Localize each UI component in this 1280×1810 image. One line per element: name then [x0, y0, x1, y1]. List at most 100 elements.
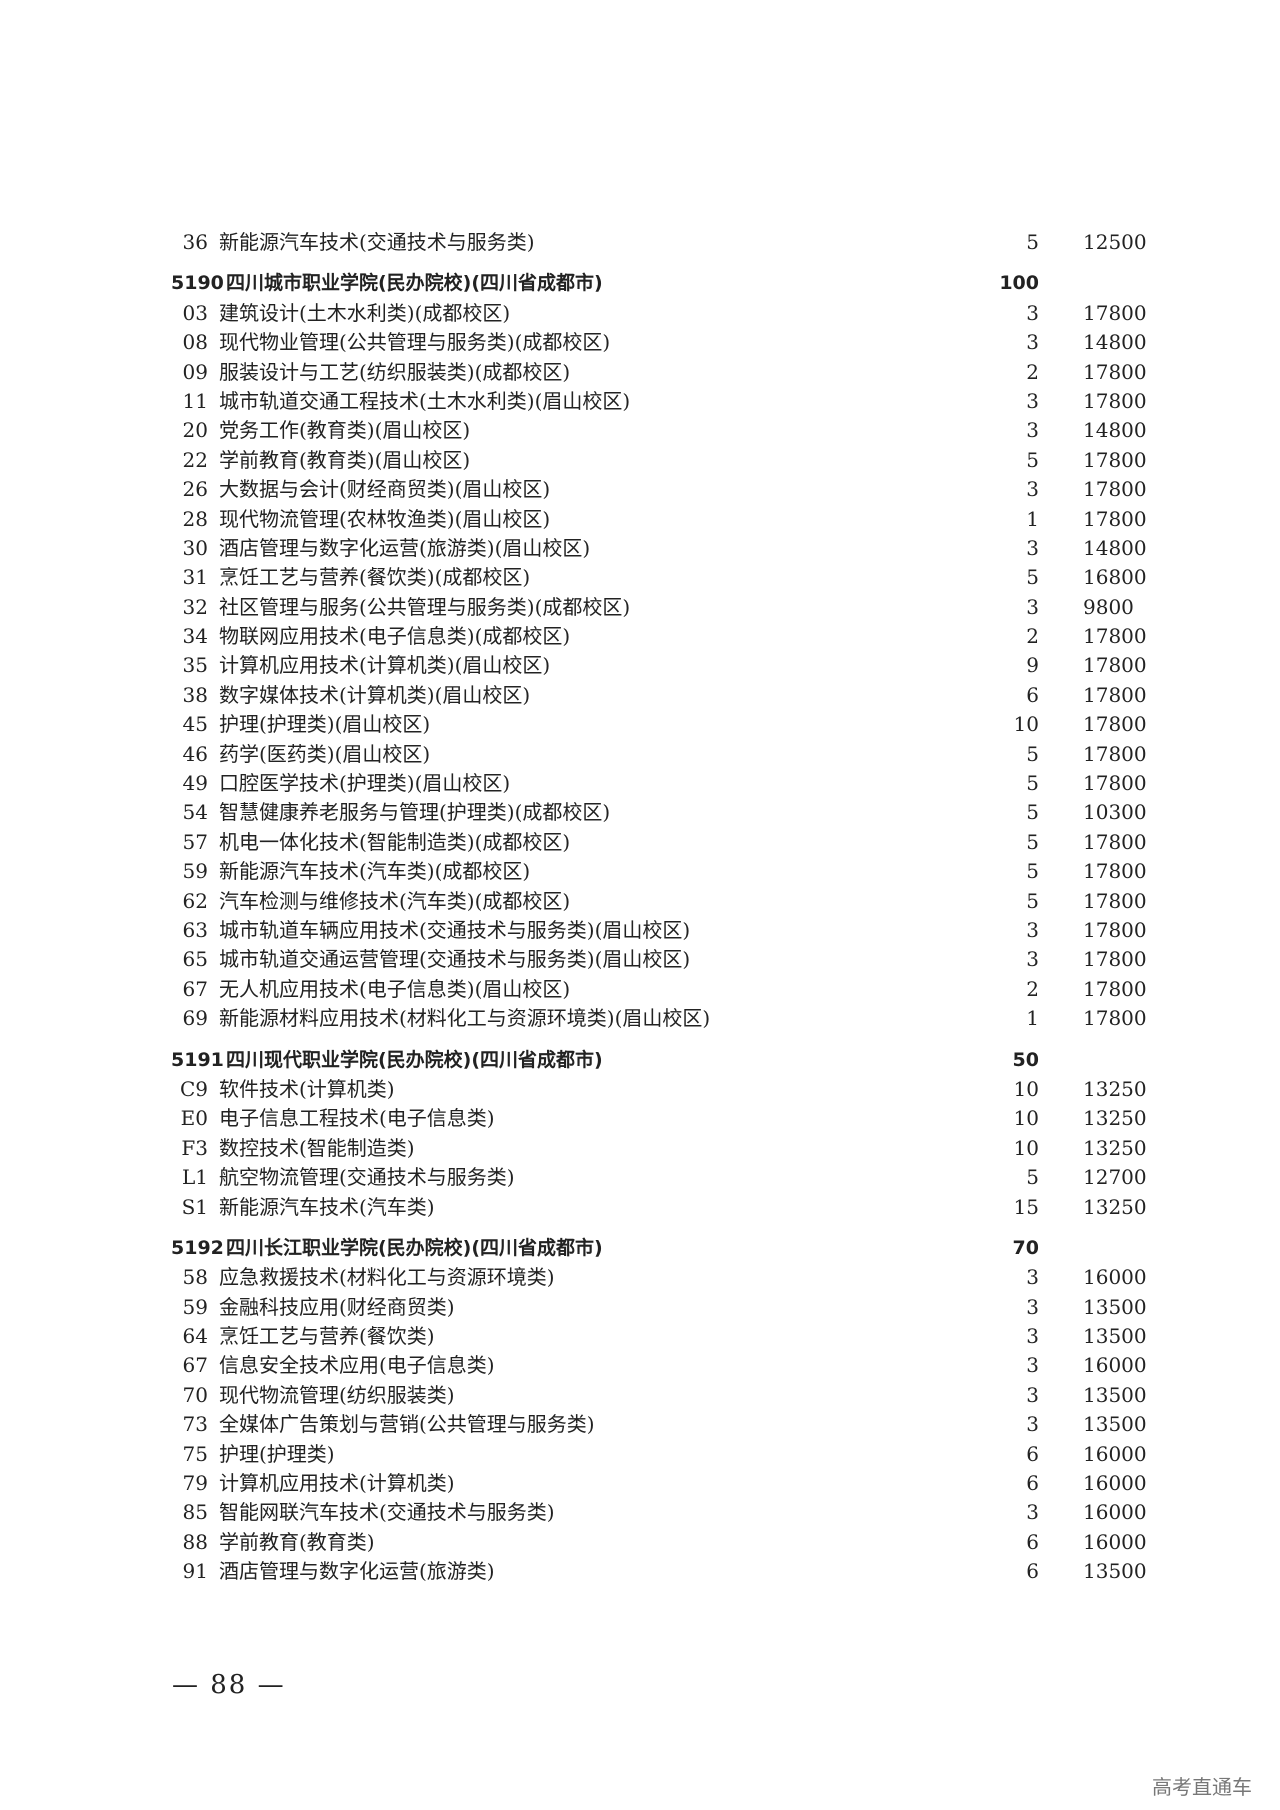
major-code: 03	[182, 300, 208, 325]
major-code: 45	[182, 712, 208, 737]
plan-count: 3	[1026, 594, 1039, 619]
plan-count: 2	[1026, 976, 1039, 1001]
plan-count: 9	[1026, 653, 1039, 678]
major-code: 09	[182, 359, 208, 384]
major-code: 36	[182, 230, 208, 254]
major-row: 59 新能源汽车技术(汽车类)(成都校区) 5 17800	[0, 857, 1280, 886]
major-code: 32	[182, 594, 208, 619]
tuition-fee: 13500	[1083, 1382, 1147, 1407]
plan-count: 3	[1026, 1500, 1039, 1525]
plan-count: 15	[1013, 1194, 1039, 1219]
major-name: 护理(护理类)	[219, 1441, 335, 1466]
page-number: — 88 —	[172, 1670, 286, 1700]
plan-count: 6	[1026, 1441, 1039, 1466]
tuition-fee: 16000	[1083, 1441, 1147, 1466]
plan-count: 3	[1026, 1382, 1039, 1407]
plan-count: 1	[1026, 506, 1039, 531]
major-code: 75	[182, 1441, 208, 1466]
major-code: E0	[180, 1106, 208, 1131]
major-code: 65	[182, 947, 208, 972]
plan-count: 2	[1026, 624, 1039, 649]
major-name: 服装设计与工艺(纺织服装类)(成都校区)	[219, 359, 571, 384]
major-code: 88	[182, 1529, 208, 1554]
major-row: 20 党务工作(教育类)(眉山校区) 3 14800	[0, 416, 1280, 445]
major-name: 软件技术(计算机类)	[219, 1076, 395, 1101]
major-code: 62	[182, 888, 208, 913]
major-code: 67	[182, 1353, 208, 1378]
school-name: 四川城市职业学院(民办院校)(四川省成都市)	[226, 272, 603, 295]
school-plan-count: 70	[1012, 1236, 1039, 1259]
major-name: 烹饪工艺与营养(餐饮类)(成都校区)	[219, 565, 531, 590]
major-code: 73	[182, 1412, 208, 1437]
major-name: 新能源汽车技术(交通技术与服务类)	[219, 230, 535, 254]
tuition-fee: 14800	[1083, 330, 1147, 355]
major-row: F3 数控技术(智能制造类) 10 13250	[0, 1134, 1280, 1163]
enrollment-list: 36 新能源汽车技术(交通技术与服务类) 5 12500 5190 四川城市职业学院(民办…	[0, 228, 1280, 1587]
plan-count: 1	[1026, 1006, 1039, 1031]
major-row: 36 新能源汽车技术(交通技术与服务类) 5 12500	[0, 228, 1280, 257]
tuition-fee: 16000	[1083, 1265, 1147, 1290]
major-code: 63	[182, 917, 208, 942]
major-row: 67 信息安全技术应用(电子信息类) 3 16000	[0, 1351, 1280, 1380]
major-name: 护理(护理类)(眉山校区)	[219, 712, 431, 737]
major-row: 03 建筑设计(土木水利类)(成都校区) 3 17800	[0, 299, 1280, 328]
major-name: 新能源材料应用技术(材料化工与资源环境类)(眉山校区)	[219, 1006, 711, 1031]
tuition-fee: 17800	[1083, 653, 1147, 678]
plan-count: 3	[1026, 947, 1039, 972]
tuition-fee: 13250	[1083, 1076, 1147, 1101]
major-name: 机电一体化技术(智能制造类)(成都校区)	[219, 829, 571, 854]
major-row: 63 城市轨道车辆应用技术(交通技术与服务类)(眉山校区) 3 17800	[0, 916, 1280, 945]
major-name: 城市轨道车辆应用技术(交通技术与服务类)(眉山校区)	[219, 917, 691, 942]
major-code: 59	[182, 1294, 208, 1319]
major-row: 64 烹饪工艺与营养(餐饮类) 3 13500	[0, 1322, 1280, 1351]
tuition-fee: 17800	[1083, 976, 1147, 1001]
plan-count: 3	[1026, 1294, 1039, 1319]
plan-count: 3	[1026, 1353, 1039, 1378]
major-row: 49 口腔医学技术(护理类)(眉山校区) 5 17800	[0, 769, 1280, 798]
major-code: 57	[182, 829, 208, 854]
plan-count: 3	[1026, 418, 1039, 443]
plan-count: 3	[1026, 330, 1039, 355]
school-plan-count: 100	[999, 272, 1039, 295]
tuition-fee: 16800	[1083, 565, 1147, 590]
major-row: S1 新能源汽车技术(汽车类) 15 13250	[0, 1193, 1280, 1222]
major-row: 57 机电一体化技术(智能制造类)(成都校区) 5 17800	[0, 828, 1280, 857]
major-code: 26	[182, 477, 208, 502]
tuition-fee: 17800	[1083, 712, 1147, 737]
plan-count: 5	[1026, 565, 1039, 590]
plan-count: 5	[1026, 741, 1039, 766]
plan-count: 2	[1026, 359, 1039, 384]
plan-count: 10	[1013, 712, 1039, 737]
major-row: 11 城市轨道交通工程技术(土木水利类)(眉山校区) 3 17800	[0, 387, 1280, 416]
major-code: 11	[182, 388, 208, 413]
major-name: 计算机应用技术(计算机类)	[219, 1471, 455, 1496]
major-code: 22	[182, 447, 208, 472]
major-name: 智慧健康养老服务与管理(护理类)(成都校区)	[219, 800, 611, 825]
plan-count: 6	[1026, 1559, 1039, 1584]
tuition-fee: 17800	[1083, 917, 1147, 942]
major-row: 85 智能网联汽车技术(交通技术与服务类) 3 16000	[0, 1498, 1280, 1527]
major-row: L1 航空物流管理(交通技术与服务类) 5 12700	[0, 1163, 1280, 1192]
major-row: C9 软件技术(计算机类) 10 13250	[0, 1075, 1280, 1104]
major-name: 数字媒体技术(计算机类)(眉山校区)	[219, 682, 531, 707]
major-name: 无人机应用技术(电子信息类)(眉山校区)	[219, 976, 571, 1001]
major-code: F3	[181, 1135, 208, 1160]
major-row: 32 社区管理与服务(公共管理与服务类)(成都校区) 3 9800	[0, 593, 1280, 622]
major-code: 49	[182, 771, 208, 796]
major-name: 现代物流管理(农林牧渔类)(眉山校区)	[219, 506, 551, 531]
tuition-fee: 17800	[1083, 947, 1147, 972]
plan-count: 6	[1026, 682, 1039, 707]
major-row: 31 烹饪工艺与营养(餐饮类)(成都校区) 5 16800	[0, 563, 1280, 592]
major-code: 20	[182, 418, 208, 443]
major-row: E0 电子信息工程技术(电子信息类) 10 13250	[0, 1104, 1280, 1133]
major-row: 45 护理(护理类)(眉山校区) 10 17800	[0, 710, 1280, 739]
plan-count: 5	[1026, 230, 1039, 254]
tuition-fee: 17800	[1083, 859, 1147, 884]
tuition-fee: 17800	[1083, 829, 1147, 854]
major-name: 酒店管理与数字化运营(旅游类)(眉山校区)	[219, 535, 591, 560]
plan-count: 3	[1026, 388, 1039, 413]
school-code: 5191	[171, 1048, 224, 1071]
major-row: 73 全媒体广告策划与营销(公共管理与服务类) 3 13500	[0, 1410, 1280, 1439]
major-code: 31	[182, 565, 208, 590]
plan-count: 5	[1026, 800, 1039, 825]
